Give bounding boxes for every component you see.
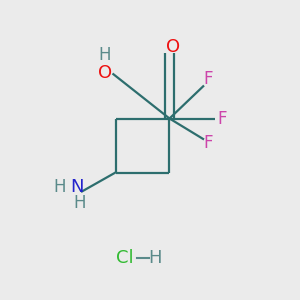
Text: F: F (204, 134, 213, 152)
Text: N: N (70, 178, 83, 196)
Text: H: H (99, 46, 111, 64)
Text: Cl: Cl (116, 249, 133, 267)
Text: O: O (98, 64, 112, 82)
Text: H: H (148, 249, 161, 267)
Text: O: O (166, 38, 181, 56)
Text: H: H (54, 178, 66, 196)
Text: F: F (217, 110, 227, 128)
Text: H: H (73, 194, 86, 211)
Text: F: F (204, 70, 213, 88)
